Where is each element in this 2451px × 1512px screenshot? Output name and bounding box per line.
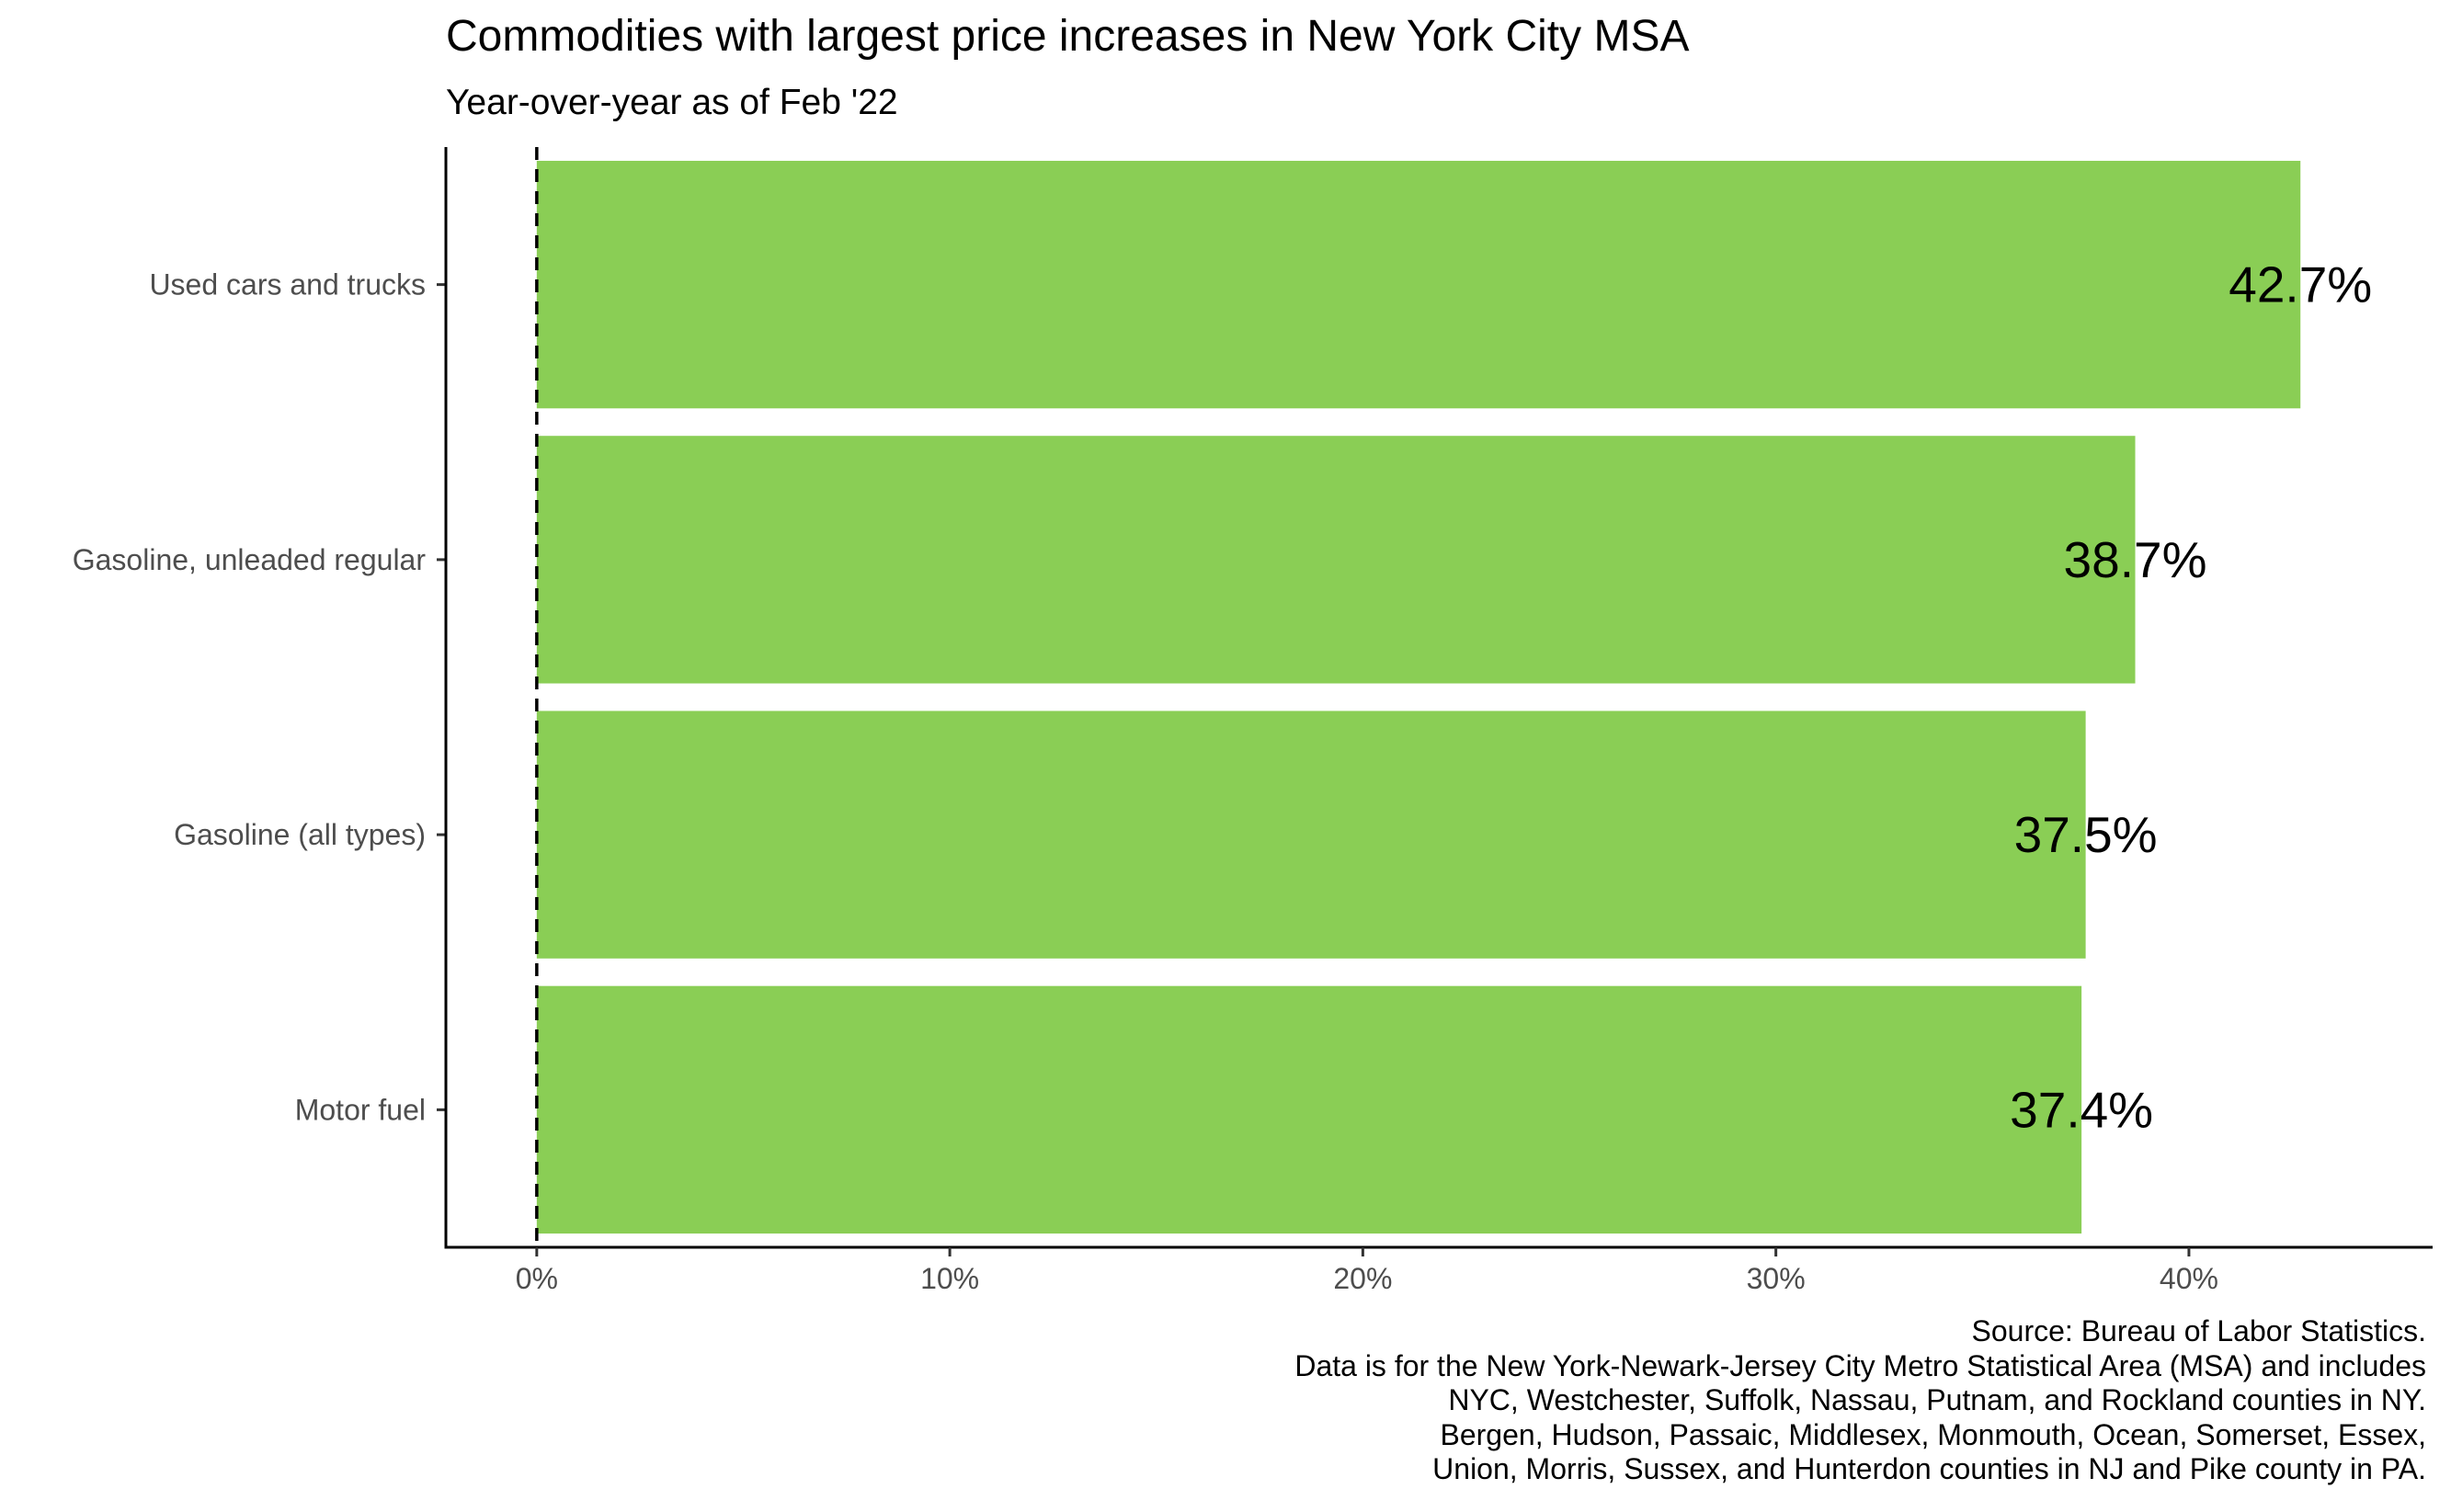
y-tick-label: Used cars and trucks xyxy=(149,268,426,301)
caption-line: Data is for the New York-Newark-Jersey C… xyxy=(1294,1348,2426,1382)
caption-line: Bergen, Hudson, Passaic, Middlesex, Monm… xyxy=(1440,1417,2427,1451)
y-tick-label: Gasoline, unleaded regular xyxy=(73,543,427,576)
caption-line: NYC, Westchester, Suffolk, Nassau, Putna… xyxy=(1448,1383,2426,1416)
caption-line: Union, Morris, Sussex, and Hunterdon cou… xyxy=(1432,1452,2426,1485)
x-tick-label: 20% xyxy=(1333,1262,1392,1295)
x-tick-label: 10% xyxy=(920,1262,979,1295)
bar xyxy=(536,985,2082,1234)
data-label: 37.4% xyxy=(2010,1081,2153,1138)
chart-subtitle: Year-over-year as of Feb '22 xyxy=(446,83,898,122)
y-tick-label: Motor fuel xyxy=(295,1093,426,1126)
data-label: 42.7% xyxy=(2229,256,2372,313)
data-label: 38.7% xyxy=(2064,531,2207,588)
bar xyxy=(536,436,2136,684)
caption-line: Source: Bureau of Labor Statistics. xyxy=(1971,1314,2426,1347)
bar xyxy=(536,160,2301,409)
bar xyxy=(536,711,2086,959)
data-label: 37.5% xyxy=(2014,806,2158,863)
axes-layer xyxy=(437,147,2433,1256)
bars-layer xyxy=(536,160,2301,1234)
labels-layer: Used cars and trucks 42.7% Gasoline, unlea… xyxy=(73,256,2372,1295)
x-tick-label: 0% xyxy=(516,1262,558,1295)
x-tick-label: 40% xyxy=(2160,1262,2218,1295)
x-tick-label: 30% xyxy=(1747,1262,1806,1295)
chart-title: Commodities with largest price increases… xyxy=(446,12,1690,61)
y-tick-label: Gasoline (all types) xyxy=(174,818,426,851)
source-caption: Source: Bureau of Labor Statistics. Data… xyxy=(1294,1314,2426,1487)
